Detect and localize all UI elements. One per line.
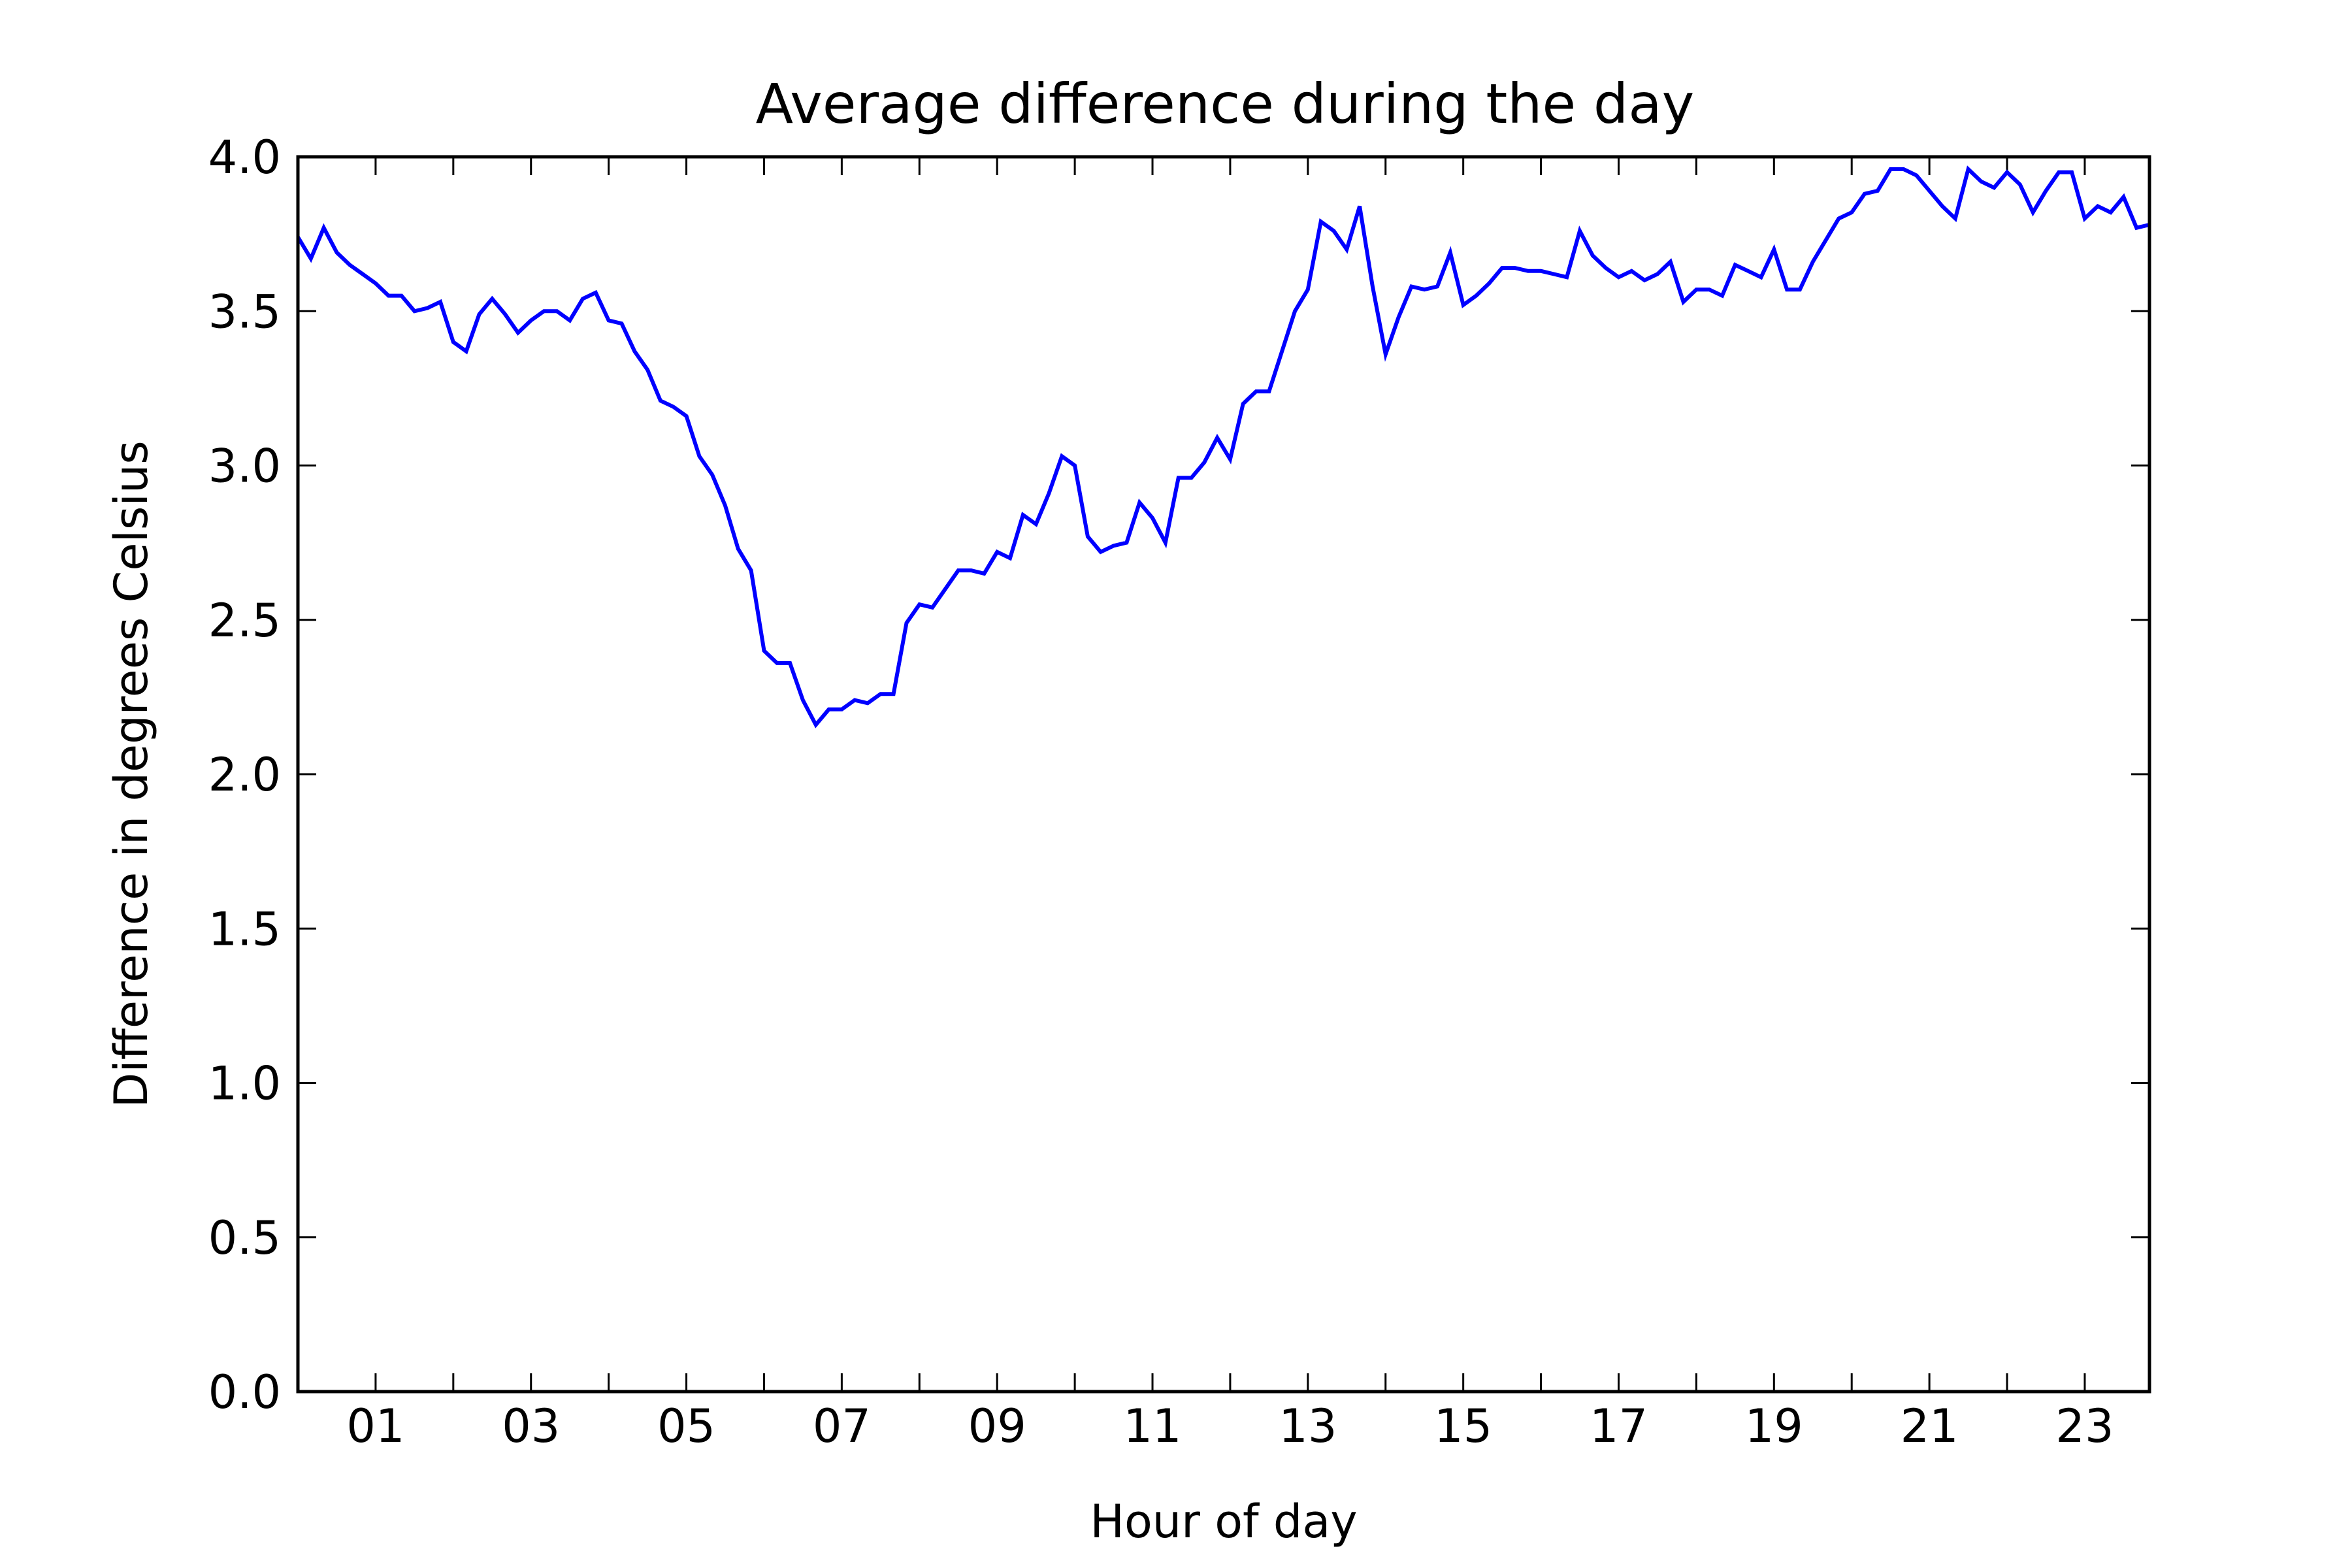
x-tick-label: 11 bbox=[1123, 1399, 1181, 1453]
y-axis-label: Difference in degrees Celsius bbox=[105, 440, 158, 1107]
y-tick-label: 0.0 bbox=[208, 1365, 281, 1419]
x-tick-label: 05 bbox=[657, 1399, 715, 1453]
y-tick-label: 1.5 bbox=[208, 902, 281, 956]
chart-title: Average difference during the day bbox=[756, 72, 1695, 136]
y-tick-label: 2.0 bbox=[208, 748, 281, 802]
x-tick-label: 17 bbox=[1590, 1399, 1648, 1453]
x-tick-label: 13 bbox=[1279, 1399, 1337, 1453]
x-tick-label: 01 bbox=[346, 1399, 404, 1453]
x-tick-label: 09 bbox=[968, 1399, 1026, 1453]
x-tick-label: 21 bbox=[1901, 1399, 1959, 1453]
x-tick-label: 03 bbox=[502, 1399, 560, 1453]
x-tick-label: 15 bbox=[1434, 1399, 1492, 1453]
x-axis-ticks: 01 03 05 07 09 11 13 15 17 19 21 23 bbox=[346, 157, 2114, 1453]
x-tick-label: 19 bbox=[1745, 1399, 1803, 1453]
y-tick-label: 3.0 bbox=[208, 440, 281, 493]
y-tick-label: 1.0 bbox=[208, 1057, 281, 1111]
series-line bbox=[296, 165, 2150, 728]
y-tick-label: 0.5 bbox=[208, 1211, 281, 1265]
y-tick-label: 2.5 bbox=[208, 594, 281, 647]
x-tick-label: 07 bbox=[813, 1399, 871, 1453]
y-tick-label: 3.5 bbox=[208, 285, 281, 338]
x-axis-label: Hour of day bbox=[1090, 1495, 1357, 1548]
y-tick-label: 4.0 bbox=[208, 131, 281, 184]
x-tick-label: 23 bbox=[2055, 1399, 2114, 1453]
plot-frame bbox=[296, 155, 2151, 1394]
